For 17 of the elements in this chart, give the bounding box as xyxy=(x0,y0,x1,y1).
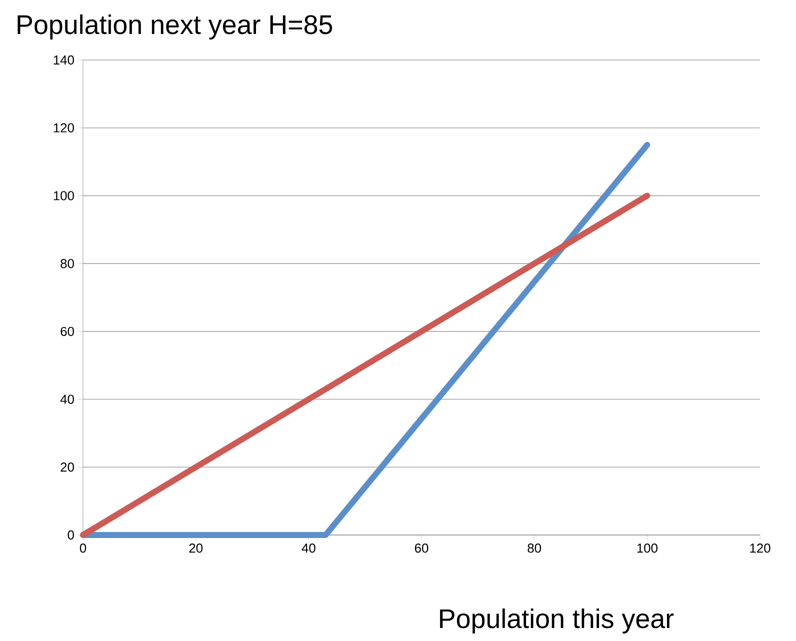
y-tick-label: 80 xyxy=(60,258,74,268)
x-tick-label: 40 xyxy=(302,544,316,553)
y-tick-label: 120 xyxy=(54,123,74,132)
x-tick-label: 20 xyxy=(189,544,203,553)
x-tick-label: 120 xyxy=(750,544,770,553)
chart-title: Population next year H=85 xyxy=(18,14,332,40)
x-tick-label: 100 xyxy=(637,544,658,553)
y-tick-label: 0 xyxy=(68,530,74,540)
x-tick-label: 0 xyxy=(80,544,86,553)
y-tick-label: 60 xyxy=(60,326,74,336)
x-tick-label: 80 xyxy=(528,544,542,553)
x-tick-label: 60 xyxy=(414,544,428,553)
x-axis-title: Population this year xyxy=(440,608,674,634)
y-tick-label: 140 xyxy=(54,55,74,65)
y-tick-label: 40 xyxy=(60,394,74,404)
y-tick-label: 20 xyxy=(60,462,74,472)
y-tick-label: 100 xyxy=(54,191,74,200)
